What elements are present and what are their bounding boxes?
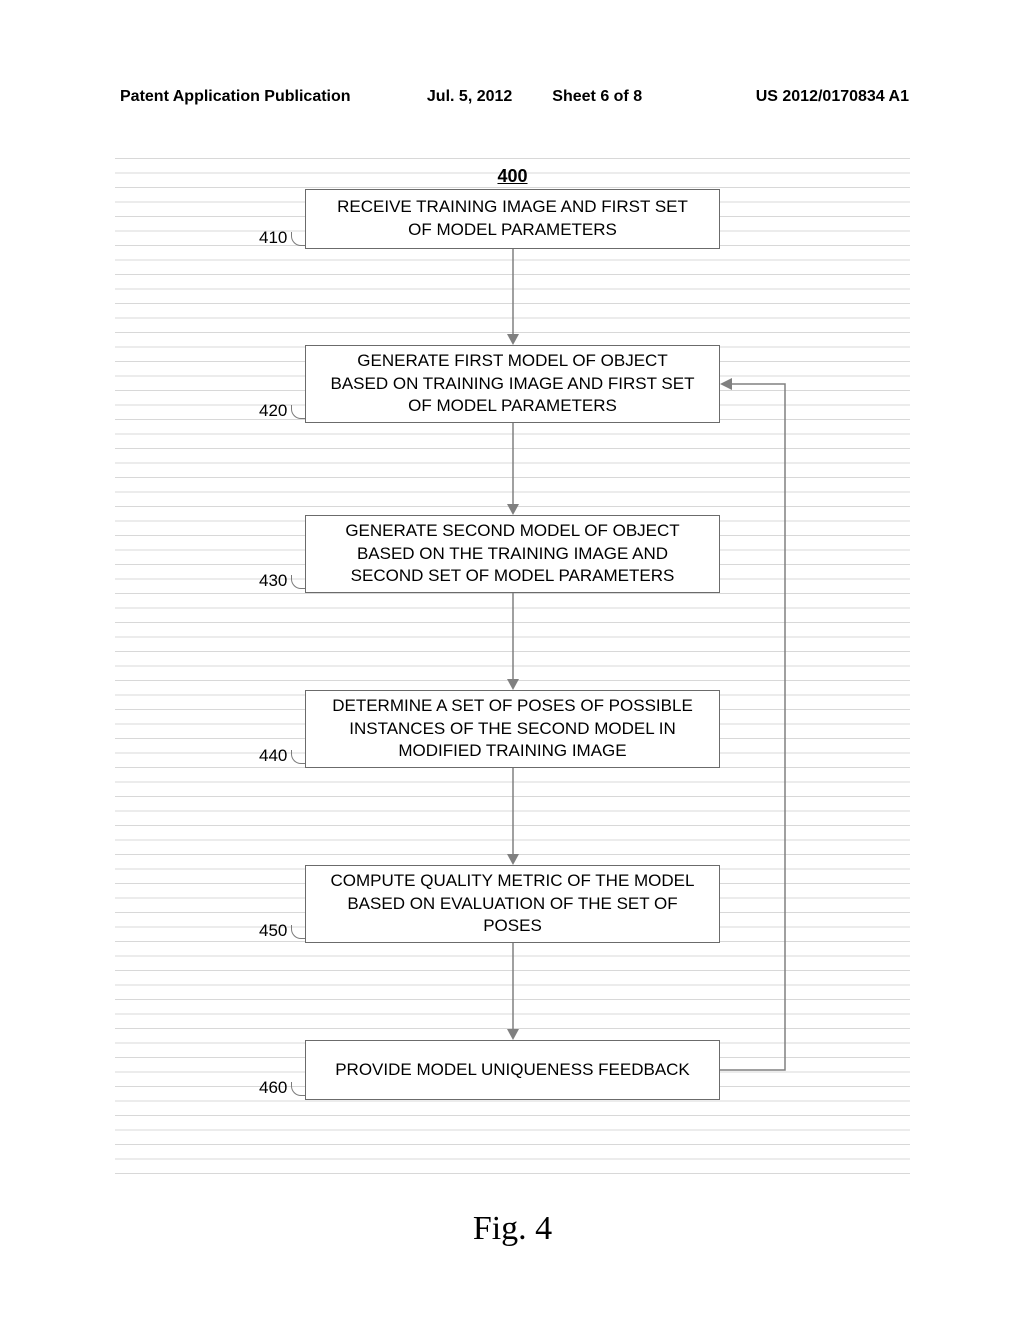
figure-caption: Fig. 4 xyxy=(115,1210,910,1248)
connector-430-440 xyxy=(507,593,519,690)
flow-box-410: RECEIVE TRAINING IMAGE AND FIRST SET OF … xyxy=(305,189,720,249)
flow-box-text: RECEIVE TRAINING IMAGE AND FIRST SET OF … xyxy=(328,196,697,242)
connector-440-450 xyxy=(507,768,519,865)
header-publication: Patent Application Publication xyxy=(120,88,387,106)
flow-label-440: 440 xyxy=(259,746,287,766)
flow-label-410: 410 xyxy=(259,228,287,248)
connector-460-420-feedback xyxy=(720,378,800,1078)
flowchart-diagram: 400 RECEIVE TRAINING IMAGE AND FIRST SET… xyxy=(115,150,910,1210)
connector-450-460 xyxy=(507,943,519,1040)
flow-label-460: 460 xyxy=(259,1078,287,1098)
header-sheet: Sheet 6 of 8 xyxy=(552,88,642,106)
flow-box-text: COMPUTE QUALITY METRIC OF THE MODEL BASE… xyxy=(328,870,697,939)
page-header: Patent Application Publication Jul. 5, 2… xyxy=(0,88,1024,106)
header-us-number: US 2012/0170834 A1 xyxy=(642,88,909,106)
flow-box-440: DETERMINE A SET OF POSES OF POSSIBLE INS… xyxy=(305,690,720,768)
connector-410-420 xyxy=(507,249,519,345)
flow-box-text: GENERATE SECOND MODEL OF OBJECT BASED ON… xyxy=(328,520,697,589)
flow-label-420: 420 xyxy=(259,401,287,421)
flowchart-title: 400 xyxy=(115,166,910,187)
flow-label-450: 450 xyxy=(259,921,287,941)
flow-box-420: GENERATE FIRST MODEL OF OBJECT BASED ON … xyxy=(305,345,720,423)
flow-box-text: PROVIDE MODEL UNIQUENESS FEEDBACK xyxy=(335,1059,690,1082)
flow-box-460: PROVIDE MODEL UNIQUENESS FEEDBACK xyxy=(305,1040,720,1100)
flow-label-430: 430 xyxy=(259,571,287,591)
flow-box-450: COMPUTE QUALITY METRIC OF THE MODEL BASE… xyxy=(305,865,720,943)
flow-box-text: DETERMINE A SET OF POSES OF POSSIBLE INS… xyxy=(328,695,697,764)
connector-420-430 xyxy=(507,423,519,515)
header-date: Jul. 5, 2012 xyxy=(427,88,512,106)
flow-box-430: GENERATE SECOND MODEL OF OBJECT BASED ON… xyxy=(305,515,720,593)
flow-box-text: GENERATE FIRST MODEL OF OBJECT BASED ON … xyxy=(328,350,697,419)
